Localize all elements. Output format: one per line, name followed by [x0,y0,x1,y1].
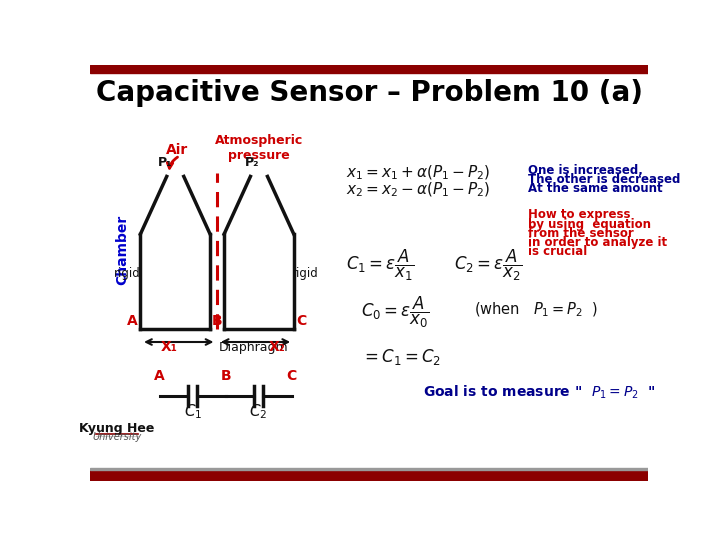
Text: in order to analyze it: in order to analyze it [528,236,667,249]
Text: is crucial: is crucial [528,245,587,259]
Text: (when   $P_1 = P_2$  ): (when $P_1 = P_2$ ) [474,300,598,319]
Text: A: A [127,314,138,328]
Text: Goal is to measure "  $P_1 = P_2$  ": Goal is to measure " $P_1 = P_2$ " [423,383,656,401]
Text: One is increased,: One is increased, [528,164,643,177]
Text: rigid: rigid [114,267,140,280]
Text: rigid: rigid [292,267,319,280]
Text: B: B [220,369,231,383]
Text: $C_2$: $C_2$ [249,402,268,421]
Text: At the same amount: At the same amount [528,183,662,195]
Text: $C_1 = \varepsilon \dfrac{A}{x_1}$: $C_1 = \varepsilon \dfrac{A}{x_1}$ [346,247,415,282]
Text: A: A [154,369,165,383]
Text: Air: Air [166,143,188,157]
Text: from the sensor: from the sensor [528,227,634,240]
Text: How to express: How to express [528,208,631,221]
Text: $C_2 = \varepsilon \dfrac{A}{x_2}$: $C_2 = \varepsilon \dfrac{A}{x_2}$ [454,247,523,282]
Text: Diaphragm: Diaphragm [219,341,288,354]
Text: by using  equation: by using equation [528,218,651,231]
Text: C: C [287,369,297,383]
Bar [90,470,648,481]
Bar [90,65,648,72]
Text: $C_0 = \varepsilon \dfrac{A}{x_0}$: $C_0 = \varepsilon \dfrac{A}{x_0}$ [361,295,430,330]
Text: The other is decreased: The other is decreased [528,173,680,186]
Text: Kyung Hee: Kyung Hee [79,422,155,435]
Text: University: University [92,432,142,442]
Text: B: B [212,314,222,328]
Bar [90,468,648,470]
Text: $= C_1 = C_2$: $= C_1 = C_2$ [361,347,441,367]
Text: Capacitive Sensor – Problem 10 (a): Capacitive Sensor – Problem 10 (a) [96,79,642,107]
Text: P₁: P₁ [158,157,173,170]
Text: Chamber: Chamber [115,214,130,285]
Text: C: C [296,314,307,328]
Text: X₁: X₁ [161,340,178,354]
Text: P₂: P₂ [245,157,259,170]
Text: $C_1$: $C_1$ [184,402,202,421]
Text: Atmospheric
pressure: Atmospheric pressure [215,134,303,162]
Text: $x_2 = x_2 - \alpha(P_1 - P_2)$: $x_2 = x_2 - \alpha(P_1 - P_2)$ [346,180,490,199]
Text: X₂: X₂ [269,340,285,354]
Text: $x_1 = x_1 + \alpha(P_1 - P_2)$: $x_1 = x_1 + \alpha(P_1 - P_2)$ [346,164,490,182]
